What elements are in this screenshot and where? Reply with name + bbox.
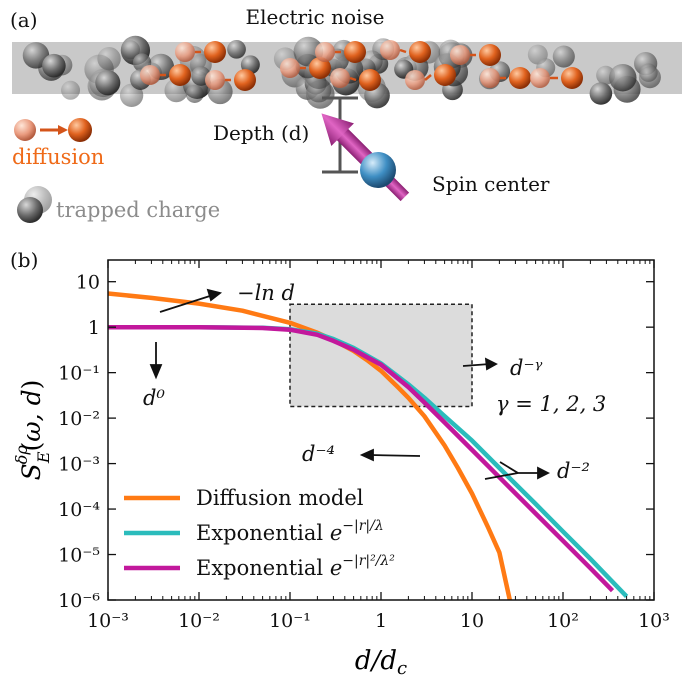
diffusing-charge-end — [204, 41, 226, 63]
trapped-charge-sphere — [120, 40, 140, 60]
spin-center-label: Spin center — [432, 172, 550, 196]
depth-label: Depth (d) — [213, 121, 309, 145]
diffusion-arrow — [399, 48, 407, 54]
y-tick-label: 10⁻³ — [58, 454, 100, 476]
diffusing-charge-end — [359, 69, 381, 91]
diffusing-charge-end — [309, 57, 331, 79]
chart-panel-b: (b) 10⁻³ 10⁻² 10⁻¹ 1 10 10² 10³10110⁻¹10⁻²10⁻³… — [10, 248, 670, 677]
diffusing-charge-start — [175, 42, 195, 62]
chart-legend: Diffusion model Exponential e−|r|/λ Expone… — [124, 486, 395, 580]
diffusing-charge-start — [405, 70, 425, 90]
diffusing-charge-start — [280, 58, 300, 78]
diffusion-arrow — [349, 76, 357, 82]
x-tick-label: 10⁻³ — [87, 610, 129, 632]
diffusing-charge-end — [234, 69, 256, 91]
ticks-layer: 10⁻³ 10⁻² 10⁻¹ 1 10 10² 10³ 10 1 10⁻¹ 10⁻² 10⁻³ 10⁻⁴… — [58, 260, 670, 632]
diffusing-charge-cluster — [140, 40, 583, 91]
annotation-d-minus4: d⁻⁴ — [302, 442, 335, 466]
trapped-charge-sphere — [22, 42, 50, 69]
trapped-charge-sphere — [589, 82, 613, 105]
x-tick-label: 10 — [460, 610, 484, 632]
y-tick-label: 10⁻⁴ — [58, 499, 100, 521]
series-layer — [107, 291, 629, 601]
trapped-charge-sphere — [61, 80, 81, 100]
diffusing-charge-start — [450, 45, 470, 65]
diffusing-charge-start — [480, 68, 500, 88]
trapped-charge-sphere — [95, 70, 121, 96]
panel-a-illustration: (a) Electric noise Depth (d) Spin center… — [10, 5, 682, 223]
panel-b-label: (b) — [10, 248, 38, 272]
x-tick-label: 10³ — [638, 610, 670, 632]
diffusing-charge-start — [530, 68, 550, 88]
trapped-charge-sphere — [638, 66, 661, 89]
diffusing-charge-end — [169, 64, 191, 86]
diffusing-charge-end — [561, 67, 583, 89]
y-axis-label: Sδρ E(ω, d) — [12, 380, 53, 481]
diffusing-charge-start — [330, 68, 350, 88]
trapped-charge-label: trapped charge — [56, 198, 220, 222]
x-axis-label: d/dc — [355, 646, 407, 677]
trapped-charge-sphere — [609, 63, 637, 92]
diffusion-label: diffusion — [12, 145, 104, 169]
y-tick-label: 10⁻⁶ — [58, 590, 100, 612]
x-tick-label: 10⁻¹ — [269, 610, 311, 632]
x-tick-label: 10² — [547, 610, 579, 632]
diffusing-charge-end — [409, 41, 431, 63]
diffusing-charge-end — [509, 67, 531, 89]
y-tick-label: 10 — [76, 272, 100, 294]
diffusing-charge-end — [479, 44, 501, 66]
panel-a-label: (a) — [10, 8, 38, 32]
diffusing-charge-end — [344, 41, 366, 63]
legend-label-3: Exponential e−|r|²/λ² — [196, 553, 395, 580]
y-tick-label: 10⁻⁵ — [58, 545, 100, 567]
y-tick-label: 10⁻² — [58, 408, 100, 430]
annotation-d0: d⁰ — [143, 386, 165, 410]
shaded-region — [289, 303, 473, 408]
diffusing-charge-start — [205, 70, 225, 90]
y-tick-label: 1 — [88, 317, 100, 339]
annotation-d-gamma: d⁻ᵞ — [510, 356, 543, 380]
trapped-charge-sphere — [360, 50, 383, 73]
trapped-charge-sphere — [42, 53, 66, 78]
diffusing-charge-start — [315, 42, 335, 62]
diffusing-charge-start — [380, 40, 400, 60]
diffusion-legend-icon — [14, 118, 92, 142]
y-tick-label: 10⁻¹ — [58, 363, 100, 385]
legend-label-1: Diffusion model — [196, 486, 364, 510]
electric-noise-title: Electric noise — [245, 5, 384, 29]
legend-label-2: Exponential e−|r|/λ — [196, 518, 384, 545]
trapped-charge-sphere — [97, 47, 121, 71]
annotation-gamma-values: γ = 1, 2, 3 — [496, 392, 606, 416]
trapped-charge-sphere — [185, 84, 204, 103]
series-line-1 — [107, 291, 512, 601]
x-tick-label: 1 — [375, 610, 387, 632]
trapped-charge-sphere — [227, 39, 246, 59]
annotation-arrows — [149, 288, 551, 480]
diffusion-arrow — [424, 74, 432, 81]
x-tick-label: 10⁻² — [178, 610, 220, 632]
spin-center-icon — [321, 113, 410, 202]
diffusing-charge-end — [434, 64, 456, 86]
diffusing-charge-start — [140, 65, 160, 85]
trapped-charge-sphere — [552, 45, 575, 68]
annotation-minus-ln-d: −ln d — [237, 281, 295, 305]
annotation-d-minus2: d⁻² — [557, 459, 590, 483]
trapped-charge-legend-icon — [17, 186, 52, 223]
series-line-3 — [108, 324, 615, 593]
svg-text:d/dc: d/dc — [355, 646, 407, 677]
